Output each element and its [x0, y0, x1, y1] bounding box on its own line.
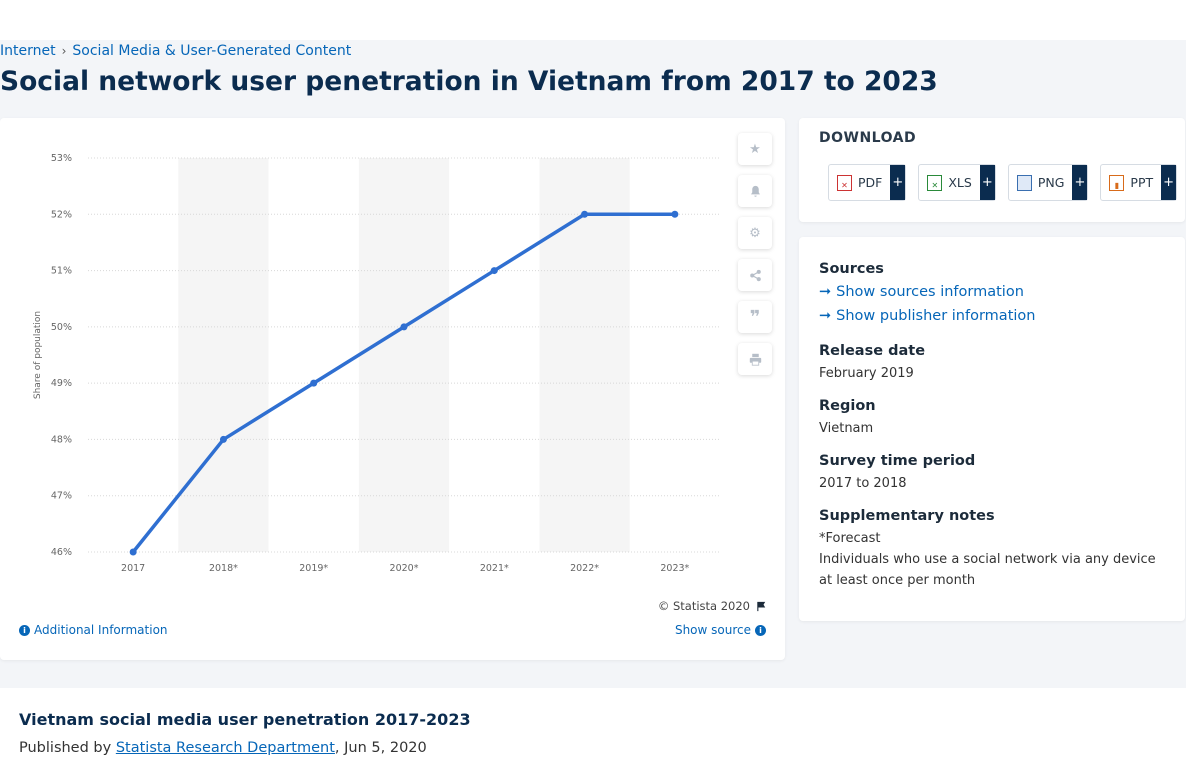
arrow-right-icon: ➞	[819, 284, 832, 300]
survey-period-value: 2017 to 2018	[819, 476, 907, 491]
show-source-link[interactable]: Show source i	[675, 623, 766, 637]
y-tick-label: 49%	[51, 378, 72, 389]
page-title: Social network user penetration in Vietn…	[0, 66, 938, 97]
statistic-meta-card: Vietnam social media user penetration 20…	[0, 688, 1186, 768]
breadcrumb-internet[interactable]: Internet	[0, 43, 56, 59]
published-by-line: Published by Statista Research Departmen…	[19, 740, 427, 756]
arrow-right-icon: ➞	[819, 308, 832, 324]
flag-icon[interactable]	[756, 601, 767, 612]
show-sources-link[interactable]: ➞ Show sources information	[819, 284, 1024, 300]
chart-card: 46% 47% 48% 49% 50% 51% 52% 53% 2017 2018* 2019* 20…	[0, 118, 785, 660]
pdf-icon: ✕	[837, 174, 852, 191]
star-icon[interactable]: ★	[738, 133, 772, 165]
copyright-text: © Statista 2020	[657, 599, 750, 613]
data-point	[129, 548, 137, 556]
data-point	[671, 210, 679, 218]
download-title: DOWNLOAD	[819, 130, 917, 146]
additional-information-label: Additional Information	[34, 623, 168, 637]
download-ppt-button[interactable]: ▮ PPT +	[1100, 164, 1178, 201]
data-point	[310, 379, 318, 387]
print-icon[interactable]	[738, 343, 772, 375]
chart-column-band	[358, 158, 450, 552]
x-tick-label: 2020*	[390, 563, 419, 574]
info-icon: i	[19, 624, 30, 636]
ppt-icon: ▮	[1109, 174, 1125, 191]
line-chart: 46% 47% 48% 49% 50% 51% 52% 53% 2017 2018* 2019* 20…	[33, 153, 720, 574]
statistic-short-title: Vietnam social media user penetration 20…	[19, 710, 471, 729]
show-publisher-link[interactable]: ➞ Show publisher information	[819, 308, 1035, 324]
quote-icon[interactable]: ❞	[738, 301, 772, 333]
download-png-label: PNG	[1037, 175, 1065, 190]
info-icon: i	[755, 624, 766, 636]
data-point	[490, 267, 498, 275]
chart-tools: ★ ⚙ ❞	[738, 133, 772, 375]
show-source-label: Show source	[674, 623, 751, 637]
survey-period-heading: Survey time period	[819, 453, 976, 469]
y-tick-label: 46%	[51, 547, 72, 558]
bell-icon[interactable]	[738, 175, 772, 207]
plus-icon[interactable]: +	[979, 165, 995, 200]
download-buttons: ✕ PDF + ✕ XLS + PNG + ▮ PPT +	[828, 164, 1178, 201]
statistic-info-card: Sources ➞ Show sources information ➞ Sho…	[799, 237, 1185, 621]
data-point	[400, 323, 408, 331]
copyright-notice: © Statista 2020	[658, 599, 767, 613]
supplementary-notes-heading: Supplementary notes	[819, 508, 995, 524]
y-tick-label: 51%	[51, 266, 72, 277]
plus-icon[interactable]: +	[1072, 165, 1088, 200]
breadcrumb: Internet › Social Media & User-Generated…	[0, 43, 351, 59]
publish-date: , Jun 5, 2020	[334, 740, 427, 756]
xls-icon: ✕	[927, 174, 943, 191]
x-tick-label: 2023*	[660, 563, 689, 574]
y-tick-label: 53%	[51, 153, 72, 164]
x-tick-label: 2019*	[299, 563, 328, 574]
download-pdf-button[interactable]: ✕ PDF +	[828, 164, 907, 201]
x-tick-label: 2017	[121, 563, 145, 574]
download-xls-label: XLS	[948, 175, 972, 190]
show-sources-label: Show sources information	[836, 284, 1024, 300]
plus-icon[interactable]: +	[890, 165, 906, 200]
region-heading: Region	[819, 398, 876, 414]
gear-icon[interactable]: ⚙	[738, 217, 772, 249]
data-point	[581, 210, 589, 218]
breadcrumb-social-media[interactable]: Social Media & User-Generated Content	[72, 43, 352, 59]
y-tick-label: 48%	[51, 434, 72, 445]
release-date-value: February 2019	[819, 366, 914, 381]
sources-heading: Sources	[819, 261, 884, 277]
additional-information-link[interactable]: i Additional Information	[19, 623, 168, 637]
y-axis-label: Share of population	[33, 311, 43, 399]
download-ppt-label: PPT	[1130, 175, 1154, 190]
data-point	[219, 435, 227, 443]
download-card: DOWNLOAD ✕ PDF + ✕ XLS + PNG + ▮	[799, 118, 1185, 222]
download-png-button[interactable]: PNG +	[1007, 164, 1089, 201]
x-tick-label: 2018*	[209, 563, 238, 574]
supplementary-note-definition: Individuals who use a social network via…	[819, 552, 1156, 588]
publisher-link[interactable]: Statista Research Department	[115, 740, 335, 756]
x-tick-label: 2021*	[480, 563, 509, 574]
supplementary-note-forecast: *Forecast	[819, 531, 881, 546]
share-icon[interactable]	[738, 259, 772, 291]
download-xls-button[interactable]: ✕ XLS +	[918, 164, 996, 201]
png-icon	[1016, 174, 1032, 191]
x-tick-label: 2022*	[570, 563, 599, 574]
plus-icon[interactable]: +	[1161, 165, 1177, 200]
top-header-strip	[0, 0, 1186, 40]
chart-column-band	[539, 158, 630, 552]
published-by-label: Published by	[19, 740, 112, 756]
show-publisher-label: Show publisher information	[836, 308, 1036, 324]
y-tick-label: 47%	[51, 491, 72, 502]
download-pdf-label: PDF	[858, 175, 883, 190]
y-tick-label: 50%	[51, 322, 72, 333]
release-date-heading: Release date	[819, 343, 926, 359]
breadcrumb-separator: ›	[61, 44, 67, 58]
region-value: Vietnam	[819, 421, 874, 436]
y-tick-label: 52%	[51, 209, 72, 220]
chart-column-band	[178, 158, 269, 552]
